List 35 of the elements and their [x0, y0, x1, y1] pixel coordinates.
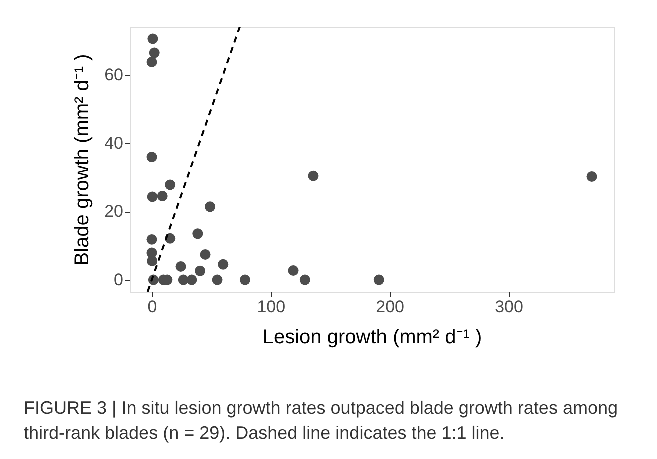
- point: [146, 152, 158, 163]
- point: [186, 274, 198, 286]
- point: [218, 259, 229, 270]
- point: [176, 261, 186, 272]
- point: [146, 234, 158, 245]
- x-axis-title: Lesion growth (mm² d⁻¹ ): [262, 326, 482, 348]
- point: [300, 274, 310, 286]
- point: [586, 172, 598, 182]
- point: [149, 48, 160, 58]
- point: [147, 256, 158, 266]
- caption: FIGURE 3 | In situ lesion growth rates outpaced blade growth rates among: [24, 398, 618, 418]
- y-tick-label: 40: [104, 134, 124, 153]
- point: [200, 249, 211, 260]
- point: [374, 274, 384, 286]
- point: [212, 274, 223, 286]
- point: [240, 274, 250, 286]
- point: [147, 192, 158, 202]
- text: third-rank blades (n = 29). Dashed line indicates the 1:1 line.: [24, 423, 505, 443]
- point: [195, 266, 206, 276]
- y-tick-label: 0: [114, 270, 124, 290]
- x-tick-label: 300: [495, 298, 524, 316]
- y-tick-label: 20: [104, 202, 124, 222]
- point: [157, 191, 168, 202]
- point: [205, 202, 216, 212]
- y-tick-label: 60: [104, 65, 124, 84]
- point: [192, 228, 204, 240]
- x-tick-label: 0: [148, 298, 158, 316]
- point: [308, 170, 319, 182]
- point: [146, 56, 158, 68]
- point: [148, 34, 158, 44]
- y-axis-title: Blade growth (mm² d⁻¹ ): [72, 54, 94, 266]
- x-tick-label: 100: [257, 298, 286, 316]
- point: [165, 180, 176, 190]
- x-tick-label: 200: [376, 298, 405, 316]
- point: [288, 266, 299, 276]
